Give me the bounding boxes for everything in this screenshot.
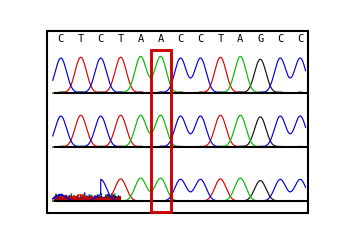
Text: C: C xyxy=(58,34,64,44)
Text: A: A xyxy=(237,34,244,44)
Text: T: T xyxy=(78,34,84,44)
Bar xyxy=(151,51,171,212)
Text: A: A xyxy=(137,34,144,44)
Text: A: A xyxy=(158,34,164,44)
Text: T: T xyxy=(217,34,223,44)
Text: C: C xyxy=(297,34,303,44)
Text: C: C xyxy=(98,34,104,44)
Bar xyxy=(151,51,171,212)
Text: T: T xyxy=(118,34,124,44)
Text: C: C xyxy=(277,34,283,44)
Text: C: C xyxy=(177,34,184,44)
Text: G: G xyxy=(257,34,263,44)
Text: C: C xyxy=(197,34,204,44)
